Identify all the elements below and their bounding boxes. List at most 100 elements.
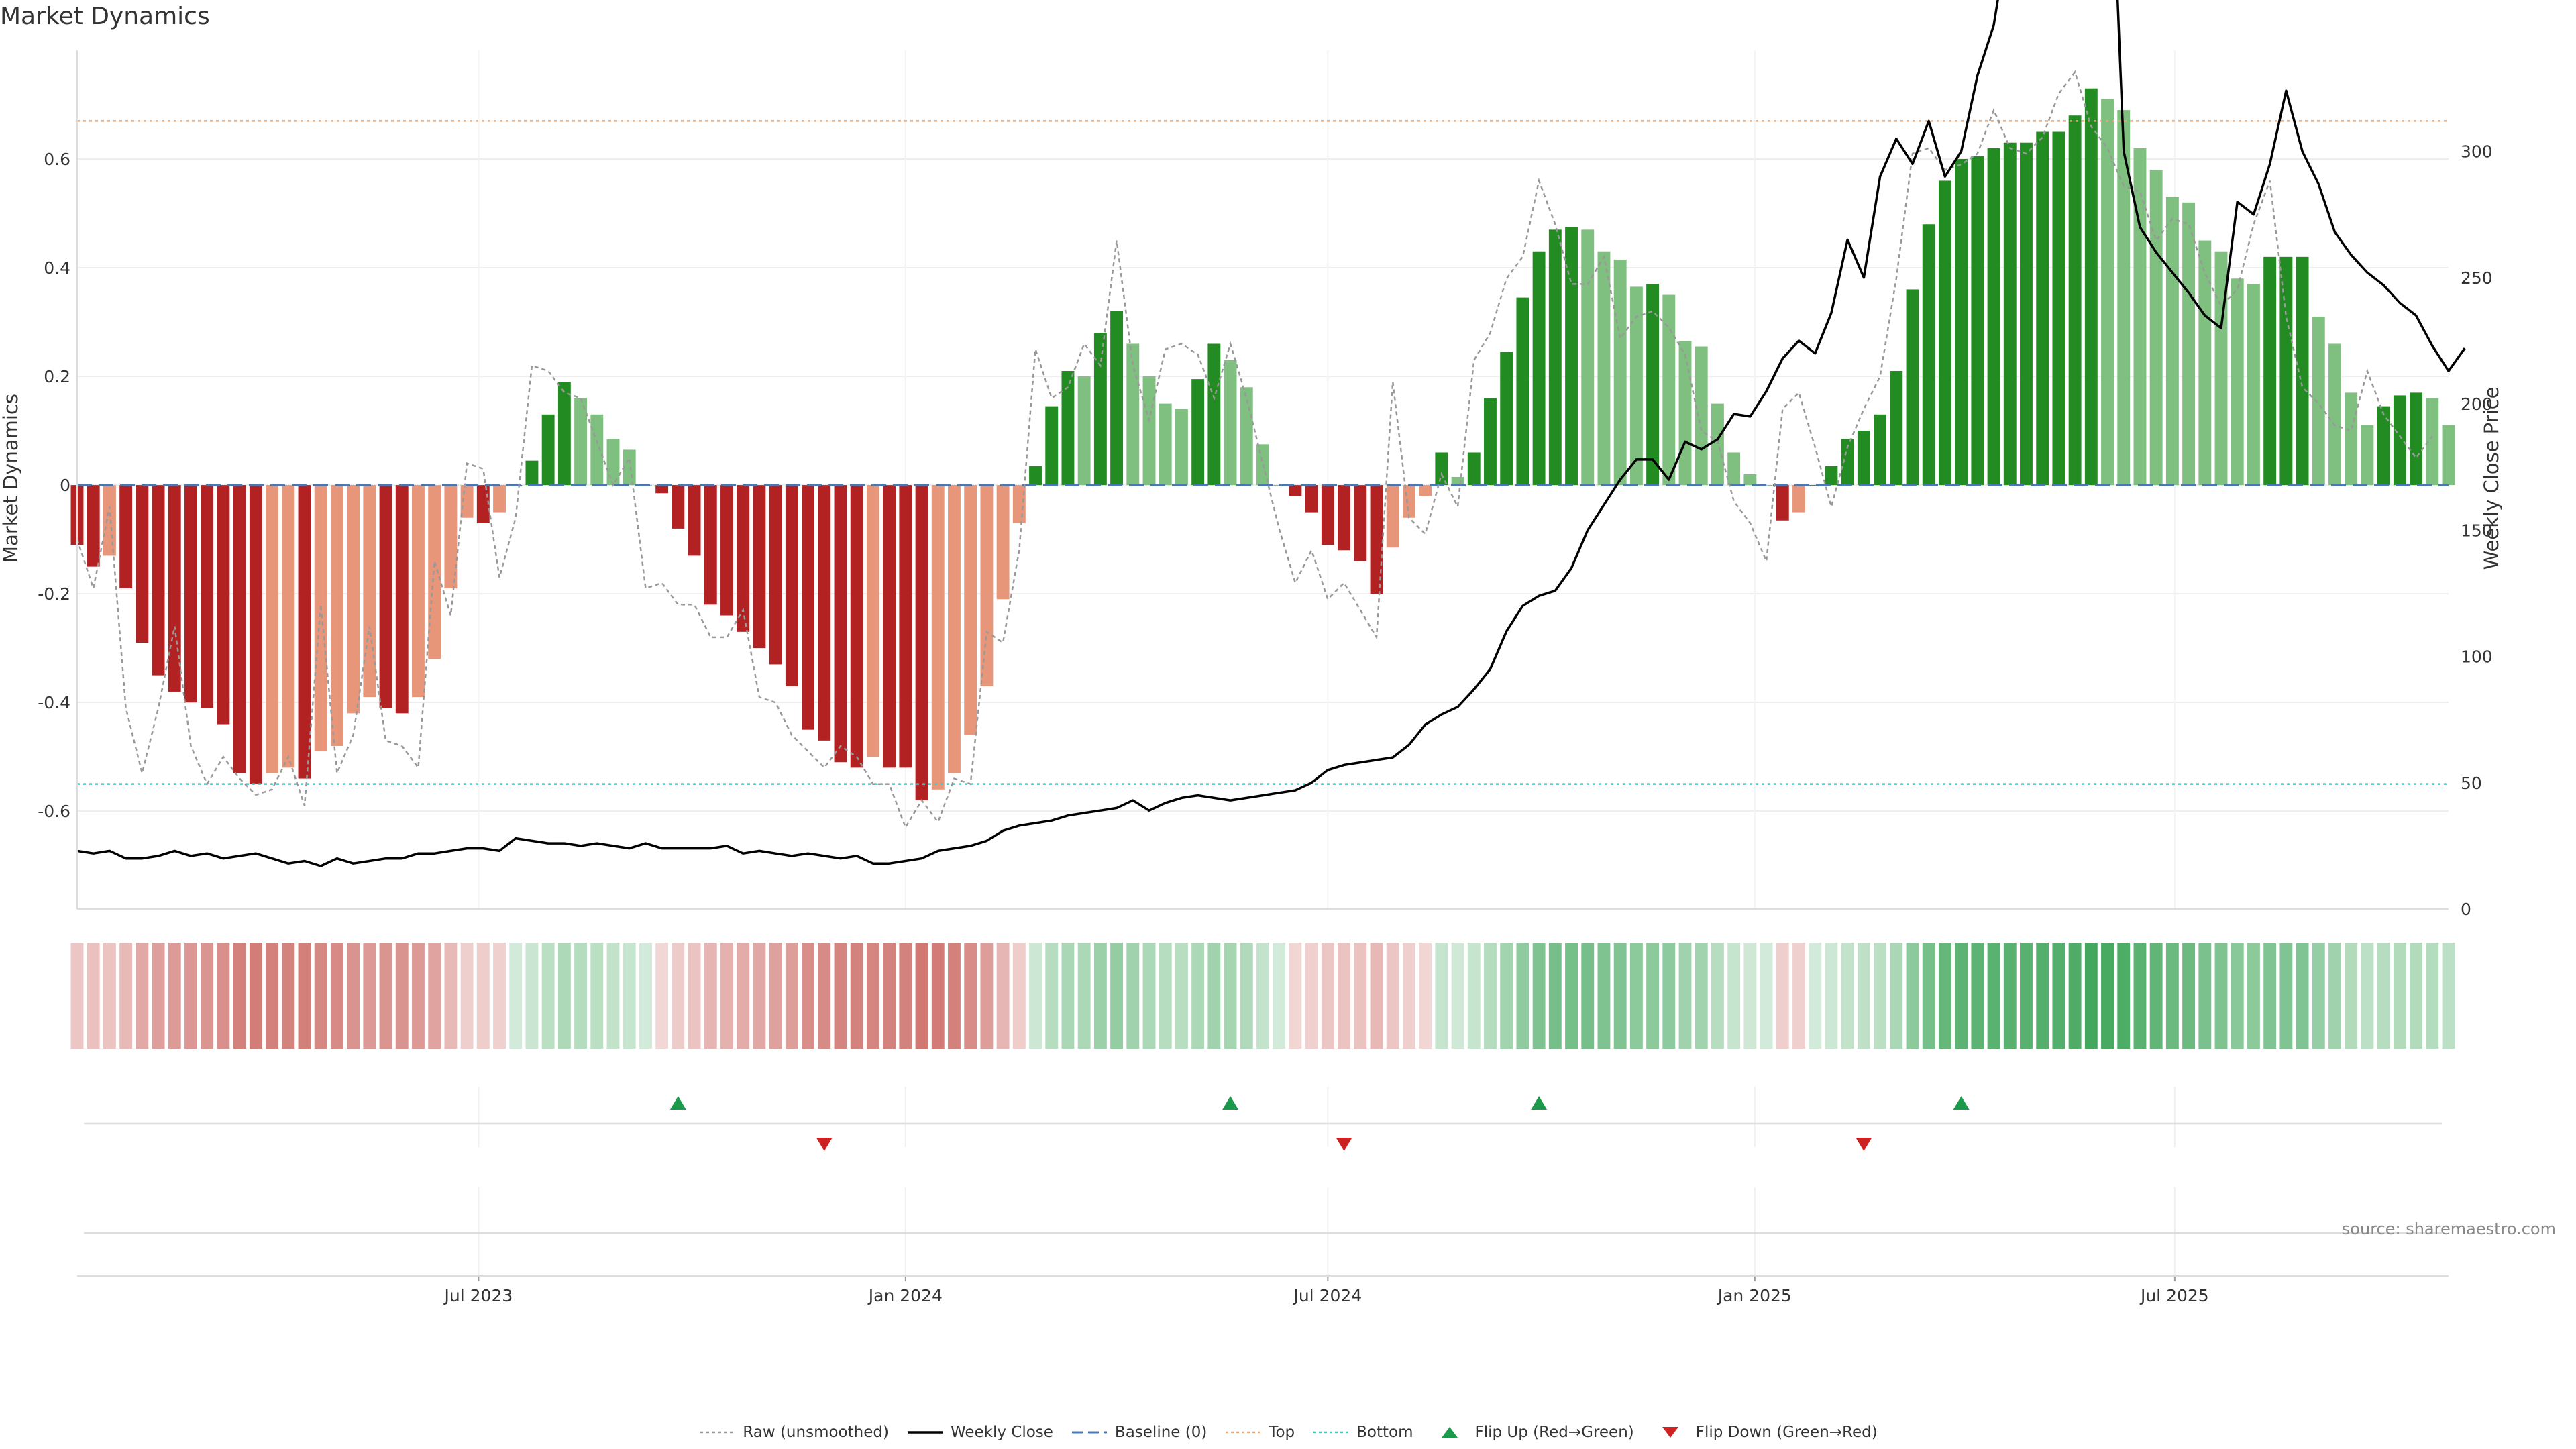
y2-tick-label: 300 [2461,142,2493,162]
dynamics-bar [152,485,165,676]
heat-strip-cell [2393,943,2406,1049]
heat-strip-cell [850,943,863,1049]
dynamics-bar [1727,452,1741,486]
dynamics-bar [2312,316,2325,486]
legend-label: Baseline (0) [1114,1424,1208,1441]
source-note: source: sharemaestro.com [2342,1220,2556,1238]
heat-strip-cell [574,943,588,1049]
heat-strip-cell [1338,943,1351,1049]
heat-strip-cell [330,943,343,1049]
dynamics-bar [883,485,896,768]
heat-strip-cell [2361,943,2374,1049]
heat-strip-cell [103,943,116,1049]
heat-strip-cell [1061,943,1075,1049]
dynamics-bar [704,485,717,605]
heat-strip-cell [395,943,409,1049]
heat-strip-cell [1273,943,1286,1049]
dynamics-bar [980,485,994,686]
dynamics-bar [541,414,555,486]
heat-strip-cell [2345,943,2358,1049]
reference-lines [77,120,2449,785]
heat-strip-cell [2312,943,2325,1049]
heat-strip-cell [2182,943,2196,1049]
heat-strip-cell [1159,943,1172,1049]
dynamics-bar [1029,466,1042,486]
heat-strip-cell [266,943,278,1049]
y-tick-label: -0.4 [38,693,70,712]
heat-strip-cell [1402,943,1415,1049]
heat-strip-cell [509,943,523,1049]
dynamics-bar [2377,406,2390,486]
heat-strip-cell [493,943,506,1049]
heat-strip-cell [476,943,490,1049]
dynamics-bar [850,485,863,768]
dynamics-bar [1126,343,1140,486]
dynamics-bar [314,485,327,752]
heat-strip-cell [1727,943,1741,1049]
heat-strip-cell [818,943,831,1049]
dynamics-bar [1175,409,1188,486]
heat-strip-cell [184,943,197,1049]
heat-strip-cell [2426,943,2439,1049]
heat-strip-cell [1613,943,1627,1049]
dynamics-bar [184,485,197,703]
heat-strip-cell [1662,943,1676,1049]
heat-strip-cell [1971,943,1984,1049]
heat-strip-cell [2084,943,2098,1049]
dynamics-bar [412,485,425,698]
heat-strip-cell [1305,943,1318,1049]
heat-strip-cell [672,943,685,1049]
legend-label: Flip Up (Red→Green) [1474,1424,1634,1441]
heat-strip-cell [866,943,879,1049]
heat-strip-cell [136,943,149,1049]
heat-strip-cell [1467,943,1481,1049]
dynamics-bar [574,398,588,486]
y-tick-label: 0.4 [44,258,70,278]
dynamics-bar [2165,197,2179,486]
heat-strip-cell [2279,943,2293,1049]
heat-strip-cell [460,943,474,1049]
dynamics-bar [168,485,181,692]
heat-strip-cell [737,943,750,1049]
heat-strip-cell [87,943,100,1049]
heat-strip-cell [1321,943,1334,1049]
lines-layer [76,0,2466,867]
dynamics-bar [1662,294,1676,486]
heat-strip-cell [152,943,165,1049]
bottom-legend-swatch [1313,1431,1349,1434]
heat-strip-cell [2149,943,2163,1049]
dynamics-bar [2442,425,2455,486]
dynamics-bar [444,485,458,589]
heat-strip-cell [119,943,133,1049]
heat-strip-cell [1419,943,1432,1049]
dynamics-bar [1338,485,1351,551]
dynamics-bar [395,485,409,714]
dynamics-bar [720,485,733,616]
dynamics-bar [915,485,928,800]
heat-strip-cell [590,943,604,1049]
dynamics-bar [1142,376,1156,486]
heat-strip-cell [1776,943,1789,1049]
dynamics-bar [1484,398,1497,486]
x-tick-label: Jul 2025 [2139,1286,2209,1305]
dynamics-bar [606,439,620,486]
weekly-close-line [76,0,2466,867]
dynamics-bar [1743,474,1757,486]
heat-strip-cell [1987,943,2000,1049]
heat-strip-cell [1354,943,1367,1049]
dynamics-bar [1402,485,1415,518]
heat-strip-cell [1012,943,1026,1049]
heat-strip-cell [1743,943,1757,1049]
heat-strip-cell [1370,943,1383,1049]
dynamics-bar [2279,256,2293,486]
flip-up-marker [1222,1096,1239,1110]
heat-strip-cell [655,943,669,1049]
dynamics-bar [1906,289,1919,486]
dynamics-bar [282,485,295,768]
dynamics-bar [964,485,977,735]
heat-strip-cell [1922,943,1935,1049]
dynamics-bar [737,485,750,632]
heat-strip-cell [1224,943,1237,1049]
heat-strip-cell [1126,943,1140,1049]
heat-strip-cell [2003,943,2017,1049]
